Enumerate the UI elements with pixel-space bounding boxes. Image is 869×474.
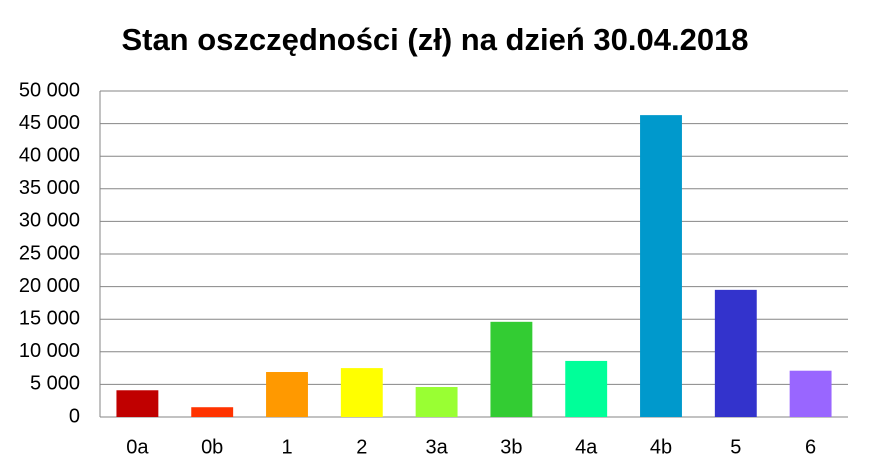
- bar: [714, 289, 757, 417]
- bar: [340, 368, 383, 417]
- bar: [789, 370, 832, 417]
- y-tick-label: 50 000: [19, 79, 80, 101]
- x-tick-label: 4b: [650, 436, 672, 458]
- chart-title: Stan oszczędności (zł) na dzień 30.04.20…: [121, 22, 748, 57]
- x-tick-label: 3b: [500, 436, 522, 458]
- y-tick-label: 20 000: [19, 275, 80, 297]
- x-tick-label: 5: [730, 436, 741, 458]
- y-tick-label: 10 000: [19, 340, 80, 362]
- x-tick-label: 6: [805, 436, 816, 458]
- bar: [565, 360, 608, 417]
- y-tick-label: 40 000: [19, 144, 80, 166]
- bar: [490, 321, 533, 417]
- y-tick-label: 0: [69, 405, 80, 427]
- x-tick-label: 0b: [201, 436, 223, 458]
- x-tick-label: 4a: [575, 436, 598, 458]
- y-tick-label: 35 000: [19, 177, 80, 199]
- x-tick-label: 2: [356, 436, 367, 458]
- y-tick-label: 15 000: [19, 307, 80, 329]
- x-tick-label: 1: [281, 436, 292, 458]
- y-tick-label: 30 000: [19, 210, 80, 232]
- bar: [191, 407, 234, 417]
- bar: [640, 115, 682, 418]
- y-tick-label: 45 000: [19, 112, 80, 134]
- y-tick-label: 5 000: [30, 373, 80, 395]
- y-tick-label: 25 000: [19, 242, 80, 264]
- x-tick-label: 0a: [126, 436, 149, 458]
- bar: [415, 387, 458, 417]
- x-tick-label: 3a: [425, 436, 448, 458]
- bar: [116, 390, 159, 417]
- bar: [266, 372, 308, 417]
